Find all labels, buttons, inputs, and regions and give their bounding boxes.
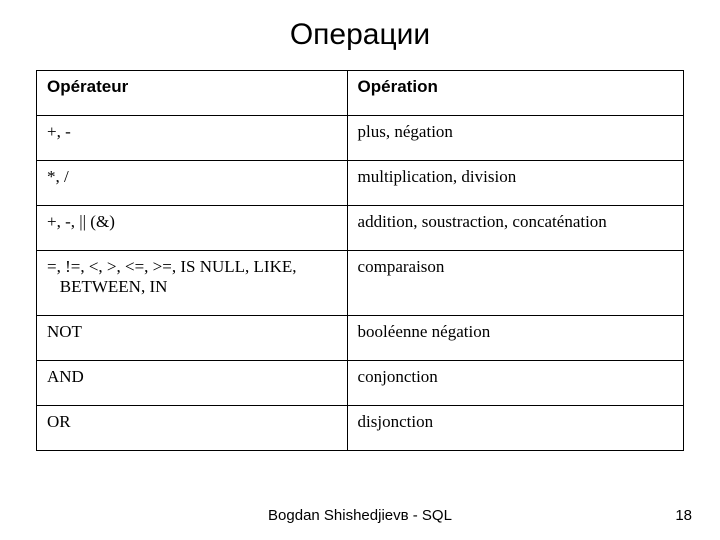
operators-table: Opérateur Opération +, - plus, négation …: [36, 70, 684, 451]
page-title: Операции: [36, 18, 684, 52]
table-row: +, -, || (&) addition, soustraction, con…: [37, 206, 684, 251]
cell-operator: =, !=, <, >, <=, >=, IS NULL, LIKE, BETW…: [37, 251, 348, 316]
table-row: =, !=, <, >, <=, >=, IS NULL, LIKE, BETW…: [37, 251, 684, 316]
cell-description: conjonction: [347, 361, 683, 406]
table-header-row: Opérateur Opération: [37, 71, 684, 116]
cell-operator: +, -, || (&): [37, 206, 348, 251]
header-operation: Opération: [347, 71, 683, 116]
cell-description: booléenne négation: [347, 316, 683, 361]
table-row: *, / multiplication, division: [37, 161, 684, 206]
cell-operator: *, /: [37, 161, 348, 206]
cell-operator: AND: [37, 361, 348, 406]
cell-description: disjonction: [347, 406, 683, 451]
cell-operator: NOT: [37, 316, 348, 361]
slide: Операции Opérateur Opération +, - plus, …: [0, 0, 720, 540]
cell-description: addition, soustraction, concaténation: [347, 206, 683, 251]
table-row: NOT booléenne négation: [37, 316, 684, 361]
cell-description: multiplication, division: [347, 161, 683, 206]
cell-description: plus, négation: [347, 116, 683, 161]
cell-operator: OR: [37, 406, 348, 451]
table-row: +, - plus, négation: [37, 116, 684, 161]
footer-author: Bogdan Shishedjievв - SQL: [0, 507, 720, 524]
table-row: OR disjonction: [37, 406, 684, 451]
header-operator: Opérateur: [37, 71, 348, 116]
cell-description: comparaison: [347, 251, 683, 316]
cell-operator: +, -: [37, 116, 348, 161]
table-row: AND conjonction: [37, 361, 684, 406]
footer-page-number: 18: [675, 507, 692, 524]
